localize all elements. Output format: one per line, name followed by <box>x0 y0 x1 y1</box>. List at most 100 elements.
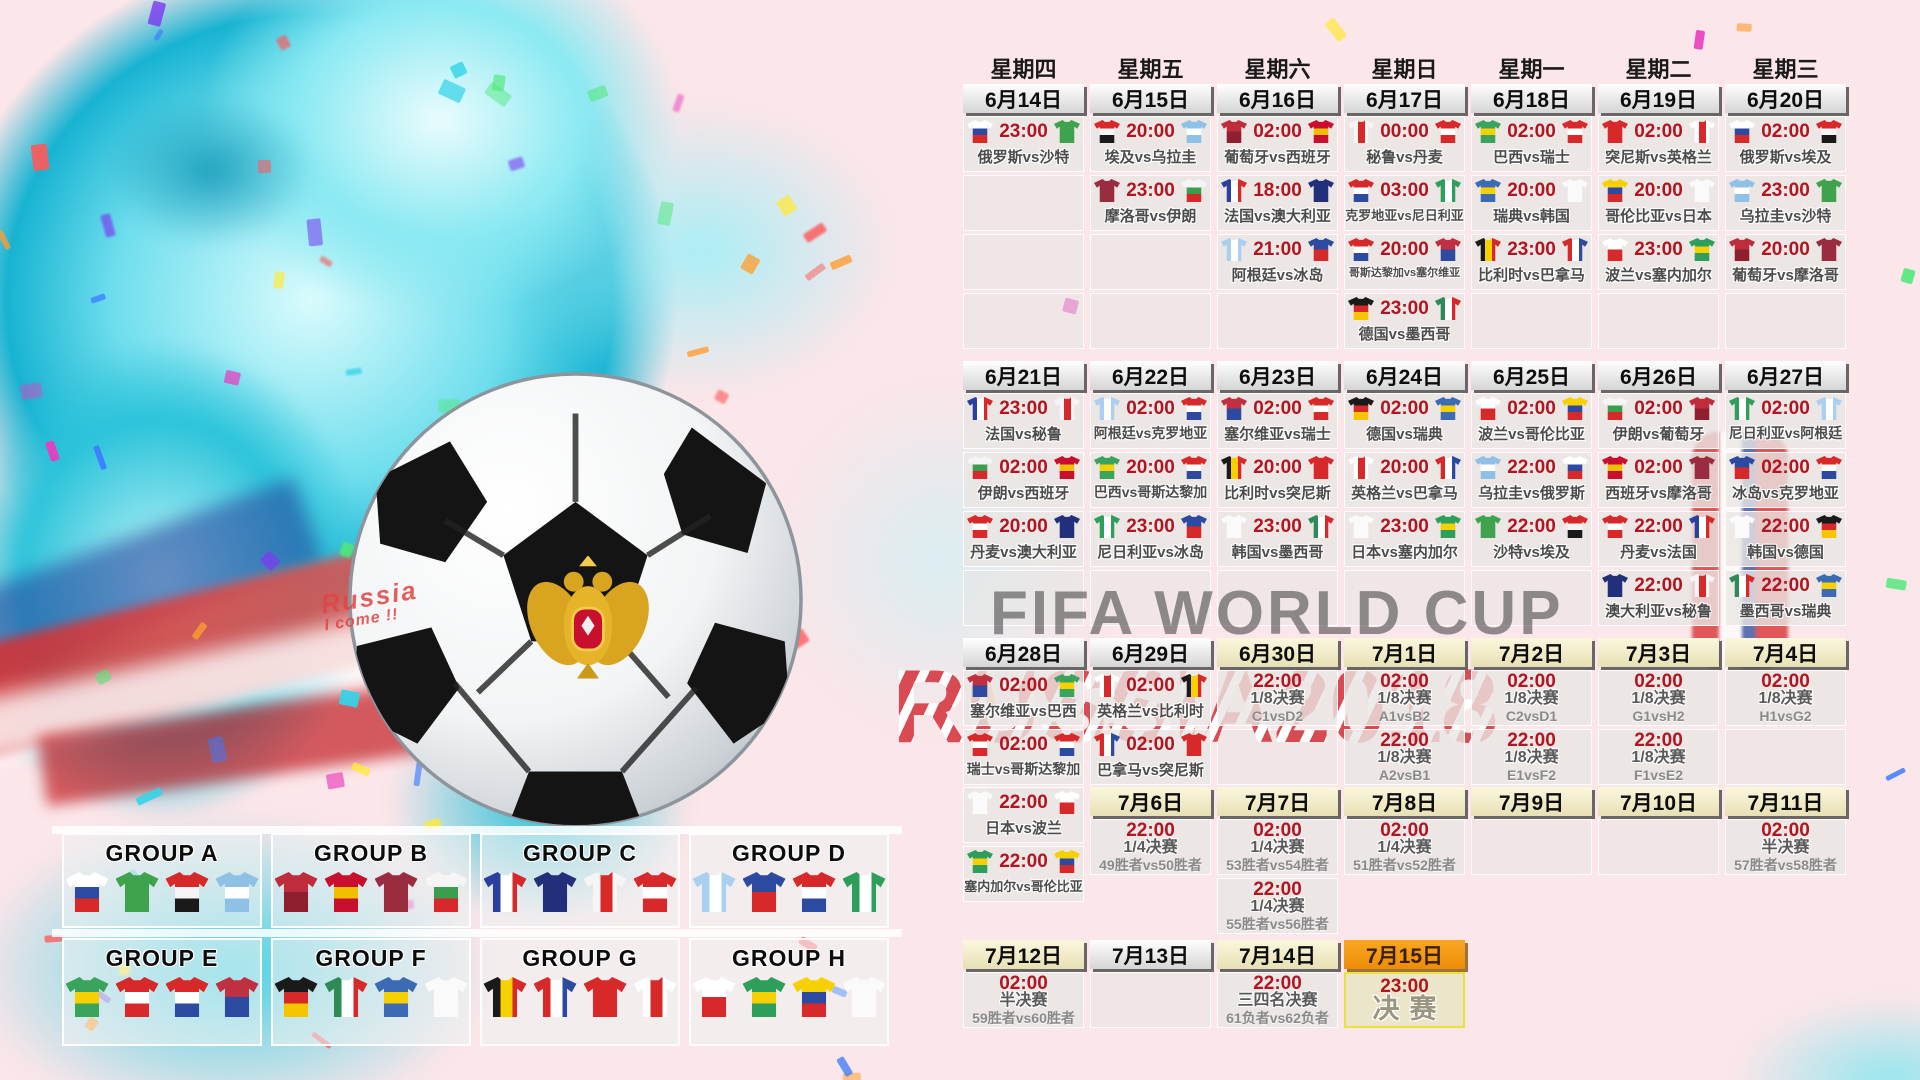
confetti-piece <box>843 1072 862 1080</box>
match-teams-label: 巴西vs瑞士 <box>1493 149 1570 166</box>
match-time-label: 22:00 <box>1761 575 1810 596</box>
home-jersey-icon <box>967 397 993 420</box>
date-header: 7月8日 <box>1344 787 1465 816</box>
away-jersey-icon <box>1561 120 1588 143</box>
group-label: GROUP F <box>315 945 427 971</box>
match-time-label: 02:00 <box>1634 398 1683 419</box>
match-cell: 02:00 巴拿马vs突尼斯 <box>1090 729 1211 785</box>
match-row: 23:00 <box>964 117 1083 143</box>
match-time-label: 23:00 <box>1507 239 1556 260</box>
home-jersey-icon <box>1729 456 1755 479</box>
away-jersey-icon <box>1180 179 1207 202</box>
match-teams-label: 瑞士vs哥斯达黎加 <box>966 761 1081 777</box>
away-jersey-icon <box>1815 179 1842 202</box>
match-time-label: 22:00 <box>1253 879 1302 901</box>
home-jersey-icon <box>1475 515 1501 538</box>
away-jersey-icon <box>1561 456 1588 479</box>
match-cell: 02:00 葡萄牙vs西班牙 <box>1217 116 1338 172</box>
away-jersey-icon <box>1434 397 1461 420</box>
match-row: 02:00 <box>1091 671 1210 697</box>
date-header: 7月3日 <box>1598 638 1719 667</box>
match-teams-label: 伊朗vs西班牙 <box>977 485 1070 502</box>
away-jersey-icon <box>1053 456 1080 479</box>
team-jersey-icon <box>633 872 677 912</box>
team-jersey-icon <box>633 977 677 1017</box>
match-teams-label: 塞尔维亚vs瑞士 <box>1224 426 1331 443</box>
group-label: GROUP C <box>523 840 637 866</box>
date-header: 7月7日 <box>1217 787 1338 816</box>
group-label: GROUP A <box>105 840 219 866</box>
match-time-label: 22:00 <box>1253 671 1302 693</box>
match-row: 02:00 <box>964 671 1083 697</box>
confetti-piece <box>147 0 167 28</box>
match-teams-label: 葡萄牙vs摩洛哥 <box>1732 267 1839 284</box>
date-header: 7月1日 <box>1344 638 1465 667</box>
match-cell: 23:00 韩国vs墨西哥 <box>1217 511 1338 567</box>
match-time-label: 21:00 <box>1253 239 1302 260</box>
knockout-match-cell: 22:00 1/8决赛 F1vsE2 <box>1598 729 1719 785</box>
match-teams-label: 塞内加尔vs哥伦比亚 <box>964 879 1083 894</box>
match-cell: 02:00 伊朗vs西班牙 <box>963 452 1084 508</box>
confetti-piece <box>656 201 674 227</box>
home-jersey-icon <box>1094 674 1120 697</box>
knockout-match-cell: 22:00 1/4决赛 55胜者vs56胜者 <box>1217 878 1338 934</box>
match-teams-label: 比利时vs突尼斯 <box>1224 485 1331 502</box>
confetti-piece <box>1900 267 1916 285</box>
team-jersey-icon <box>692 872 736 912</box>
match-time-label: 02:00 <box>999 734 1048 755</box>
home-jersey-icon <box>1602 515 1628 538</box>
stage-label: 1/8决赛 <box>1504 690 1559 708</box>
home-jersey-icon <box>1221 179 1247 202</box>
weekday-label: 星期二 <box>1625 57 1692 82</box>
match-cell: 20:00 哥斯达黎加vs塞尔维亚 <box>1344 234 1465 290</box>
confetti-piece <box>89 293 107 305</box>
confetti-piece <box>318 255 333 268</box>
home-jersey-icon <box>967 733 993 756</box>
away-jersey-icon <box>1561 397 1588 420</box>
confetti-piece <box>449 61 468 80</box>
away-jersey-icon <box>1815 574 1842 597</box>
team-jersey-icon <box>533 872 577 912</box>
away-jersey-icon <box>1053 791 1080 814</box>
empty-cell <box>1471 819 1592 875</box>
away-jersey-icon <box>1180 397 1207 420</box>
team-jersey-icon <box>424 872 468 912</box>
team-jersey-icon <box>274 872 318 912</box>
match-time-label: 23:00 <box>1380 298 1429 319</box>
match-cell: 02:00 波兰vs哥伦比亚 <box>1471 393 1592 449</box>
team-jersey-icon <box>215 872 259 912</box>
group-box: GROUP C <box>480 833 680 928</box>
weekday-label: 星期三 <box>1752 57 1819 82</box>
match-time-label: 18:00 <box>1253 180 1302 201</box>
home-jersey-icon <box>1729 179 1755 202</box>
match-time-label: 03:00 <box>1380 180 1429 201</box>
match-cell: 02:00 德国vs瑞典 <box>1344 393 1465 449</box>
away-jersey-icon <box>1307 515 1334 538</box>
match-teams-label: 哥斯达黎加vs塞尔维亚 <box>1348 267 1461 279</box>
date-header: 6月27日 <box>1725 361 1846 390</box>
final-match-cell: 23:00 决赛 <box>1344 972 1465 1028</box>
away-jersey-icon <box>1180 515 1207 538</box>
match-time-label: 02:00 <box>1126 675 1175 696</box>
match-time-label: 22:00 <box>1634 516 1683 537</box>
team-jersey-icon <box>583 872 627 912</box>
match-row: 23:00 <box>1091 176 1210 202</box>
away-jersey-icon <box>1815 238 1842 261</box>
final-label: 决赛 <box>1372 994 1447 1024</box>
home-jersey-icon <box>1221 397 1247 420</box>
knockout-match-cell: 22:00 1/8决赛 E1vsF2 <box>1471 729 1592 785</box>
away-jersey-icon <box>1434 120 1461 143</box>
confetti-piece <box>740 253 762 276</box>
home-jersey-icon <box>1221 120 1247 143</box>
match-row: 03:00 <box>1345 176 1464 202</box>
match-row: 22:00 <box>1472 512 1591 538</box>
match-time-label: 23:00 <box>1634 239 1683 260</box>
match-cell: 03:00 克罗地亚vs尼日利亚 <box>1344 175 1465 231</box>
team-jersey-icon <box>215 977 259 1017</box>
match-cell: 22:00 韩国vs德国 <box>1725 511 1846 567</box>
group-jersey-row <box>483 977 677 1017</box>
match-time-label: 22:00 <box>1126 820 1175 842</box>
knockout-match-cell: 22:00 三四名决赛 61负者vs62负者 <box>1217 972 1338 1028</box>
home-jersey-icon <box>1729 574 1755 597</box>
away-jersey-icon <box>1434 456 1461 479</box>
